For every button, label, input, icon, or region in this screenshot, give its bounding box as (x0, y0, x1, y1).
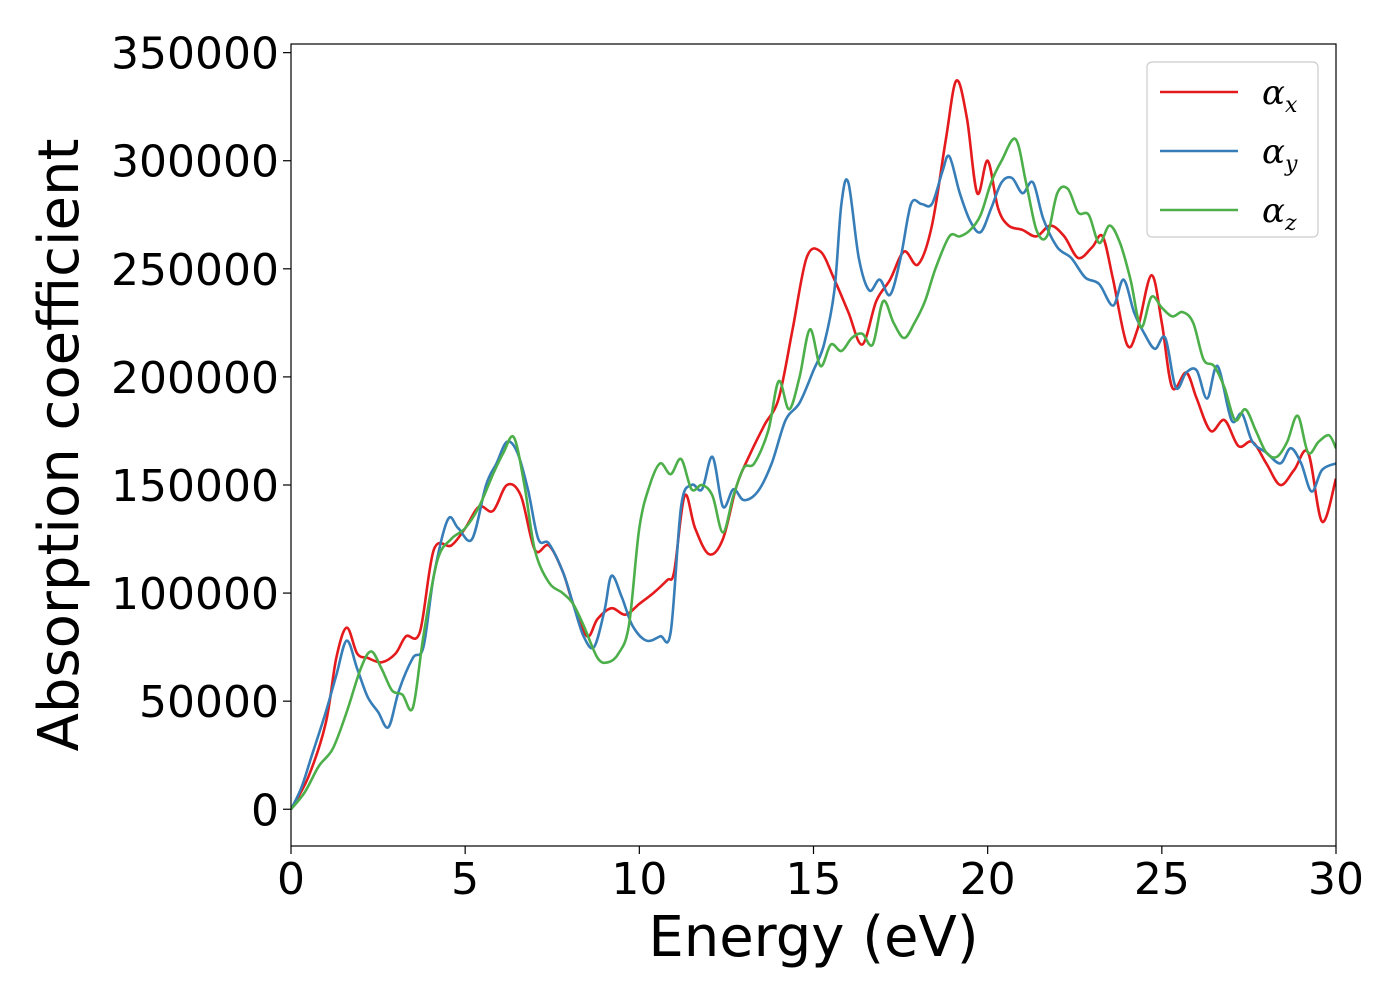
x-axis-ticks: 0 5 10 15 20 25 30 (277, 846, 1364, 905)
x-tick-label: 20 (960, 854, 1016, 905)
y-tick-label: 150000 (111, 461, 279, 512)
y-tick-label: 50000 (139, 677, 279, 728)
series-line-z (291, 137, 1336, 811)
legend-box (1146, 61, 1319, 238)
x-axis-title: Energy (eV) (648, 905, 978, 970)
y-tick-label: 0 (251, 785, 279, 836)
x-tick-label: 15 (786, 854, 842, 905)
y-tick-label: 100000 (111, 569, 279, 620)
y-tick-label: 250000 (111, 245, 279, 296)
y-tick-label: 350000 (111, 29, 279, 80)
y-axis-title: Absorption coefficient (27, 139, 92, 752)
x-tick-label: 10 (611, 854, 667, 905)
x-tick-label: 25 (1134, 854, 1190, 905)
y-tick-label: 300000 (111, 137, 279, 188)
series-layer (291, 79, 1336, 811)
x-tick-label: 0 (277, 854, 305, 905)
y-axis-ticks: 0 50000 100000 150000 200000 250000 300000 3500… (111, 29, 291, 836)
y-tick-label: 200000 (111, 353, 279, 404)
x-tick-label: 30 (1308, 854, 1364, 905)
series-line-y (291, 154, 1336, 810)
x-tick-label: 5 (451, 854, 479, 905)
